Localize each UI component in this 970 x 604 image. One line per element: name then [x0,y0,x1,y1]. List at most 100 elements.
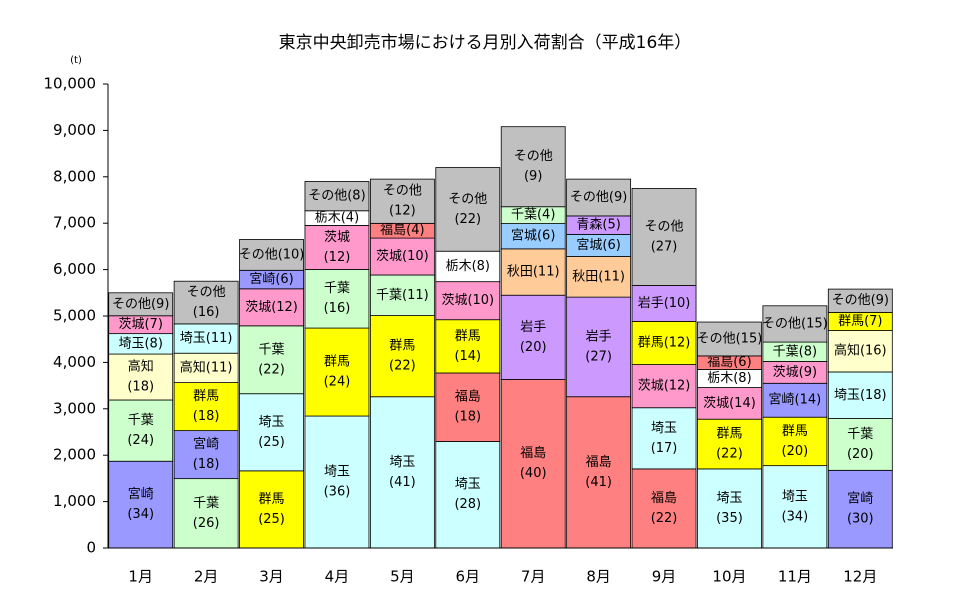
segment-label: 岩手 [586,329,612,344]
bar-segment [500,223,566,250]
segment-label: (16) [324,301,351,316]
segment-label: 千葉(4) [511,208,555,223]
bar-segment [566,396,632,549]
x-tick-label: 2月 [194,568,219,586]
segment-label: 千葉 [324,281,350,296]
segment-label: (9) [524,169,542,184]
segment-label: 宮城(6) [511,228,555,244]
segment-label: (24) [324,375,351,390]
segment-label: 青森(5) [576,218,620,233]
segment-label: (22) [651,511,678,526]
segment-label: 高知(16) [834,343,887,359]
bar-segment [827,330,893,373]
bar-segment [369,396,435,549]
bar-segment [631,364,697,409]
segment-label: 栃木(4) [315,211,359,226]
bar-segment [435,167,501,252]
bar-segment [435,319,501,374]
x-tick-label: 11月 [778,568,812,586]
y-tick-label: 6,000 [53,260,96,278]
segment-label: 埼玉 [455,477,481,492]
segment-label: (20) [847,447,874,462]
bar-segment [435,281,501,321]
bar-segment [827,418,893,471]
segment-label: 千葉 [259,342,285,357]
y-tick-label: 8,000 [53,167,96,185]
segment-label: 茨城(12) [638,379,691,394]
bar-segment [762,416,828,467]
segment-label: (25) [258,435,285,450]
bar-segment [500,126,566,208]
bar-segment [239,470,304,549]
segment-label: 群馬 [193,389,219,404]
segment-label: (22) [716,447,743,462]
bar-segment [304,415,370,549]
bar-segment [697,321,762,357]
segment-label: (40) [520,466,547,481]
segment-label: 千葉(8) [773,344,817,359]
y-tick-label: 3,000 [53,399,96,417]
segment-label: 福島 [455,390,481,405]
bar-segment [500,294,566,380]
y-tick-label: 1,000 [53,492,96,510]
segment-label: 宮崎(14) [769,392,822,408]
segment-label: 福島(6) [707,355,751,370]
bar-segment [697,387,762,420]
y-tick-label: 9,000 [53,121,96,139]
segment-label: (18) [193,457,220,472]
bar-segment [369,178,435,224]
segment-label: 茨城 [324,230,350,245]
bar-segment [827,371,893,419]
segment-label: 茨城(10) [441,293,494,308]
segment-label: 栃木(8) [707,371,751,386]
y-tick-label: 7,000 [53,214,96,232]
segment-label: 群馬 [389,339,415,354]
segment-label: その他(9) [112,297,169,312]
bar-segment [631,468,697,549]
segment-label: (41) [585,475,612,490]
bar-segment [566,256,632,298]
segment-label: 福島 [520,446,546,461]
bar-segment [239,239,304,271]
bar-segment [108,399,174,462]
segment-label: 茨城(7) [118,317,162,332]
segment-label: (22) [454,212,481,227]
segment-label: (27) [585,349,612,364]
bar-segment [304,327,370,417]
segment-label: (26) [193,516,220,531]
segment-label: 埼玉 [651,421,677,436]
bar-segment [435,441,501,549]
segment-label: (22) [389,359,416,374]
segment-label: その他(15) [762,316,828,331]
segment-label: 埼玉 [259,415,285,430]
bar-segment [435,372,501,442]
segment-label: (18) [127,380,154,395]
bar-segment [239,288,304,327]
segment-label: 宮城(6) [576,237,620,253]
bar-segment [762,305,828,343]
bar-segment [827,469,893,549]
segment-label: その他(9) [570,190,627,205]
bar-segment [500,248,566,296]
bar-segment [239,393,304,472]
bar-segment [697,468,762,549]
chart-title: 東京中央卸売市場における月別入荷割合（平成16年） [278,33,692,53]
segment-label: その他(9) [832,293,889,308]
segment-label: 埼玉 [716,491,742,506]
bar-segment [173,430,239,480]
segment-label: その他 [383,184,422,199]
segment-label: 高知 [128,359,154,375]
segment-label: 福島 [651,491,677,506]
segment-label: 群馬 [259,492,285,507]
segment-label: 埼玉(18) [834,388,887,403]
bar-segment [173,352,239,383]
bar-segment [369,315,435,398]
bar-segment [108,353,174,401]
bar-segment [435,250,501,283]
bar-segment [631,321,697,365]
x-tick-label: 1月 [128,568,153,586]
bar-segment [631,285,697,322]
segment-label: (18) [193,409,220,424]
segment-label: (16) [193,305,220,320]
